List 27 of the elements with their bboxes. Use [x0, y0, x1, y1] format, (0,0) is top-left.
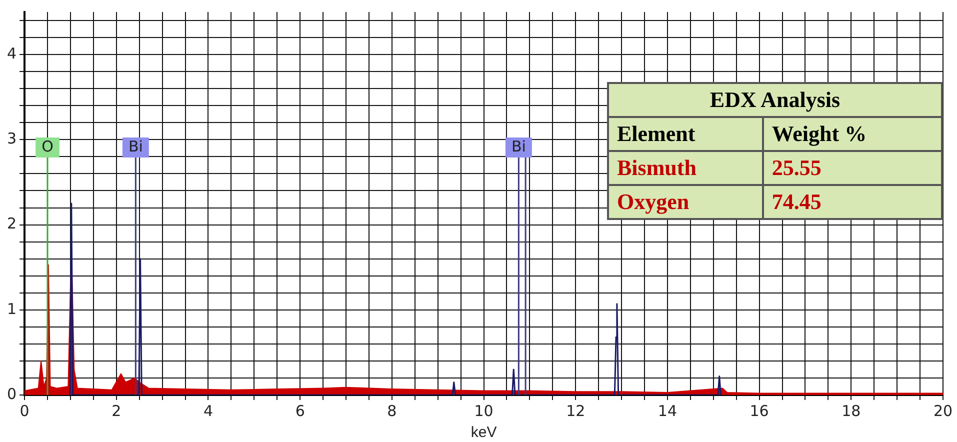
annotation: Bismuth	[608, 151, 763, 185]
x-tick-label: 2	[112, 402, 122, 420]
x-tick-label: 8	[387, 402, 397, 420]
annotation: Element	[608, 117, 763, 151]
y-tick-label: 3	[6, 130, 17, 148]
y-tick-label: 0	[6, 384, 17, 403]
annotation: 25.55	[762, 151, 942, 185]
x-tick-label: 14	[658, 402, 678, 420]
x-tick-label: 12	[566, 402, 586, 420]
annotation: Weight %	[762, 117, 942, 151]
y-tick-label: 1	[6, 300, 17, 318]
x-tick-label: 4	[203, 402, 214, 420]
annotation: EDX Analysis	[608, 83, 942, 117]
x-tick-label: 20	[933, 402, 953, 420]
y-tick-label: 4	[6, 44, 17, 62]
x-tick-label: 18	[842, 402, 861, 420]
ref-line-label: Bi	[511, 137, 526, 156]
y-tick-label: 2	[6, 214, 17, 233]
x-tick-label: 16	[750, 402, 769, 420]
annotation: Oxygen	[608, 185, 763, 219]
x-tick-label: 0	[20, 402, 30, 420]
x-axis-title: keV	[470, 424, 497, 442]
ref-line-label: O	[42, 137, 54, 156]
ref-line-label: Bi	[128, 137, 143, 156]
annotation: 74.45	[762, 185, 942, 219]
x-tick-label: 6	[295, 402, 305, 420]
x-tick-label: 10	[474, 402, 494, 420]
